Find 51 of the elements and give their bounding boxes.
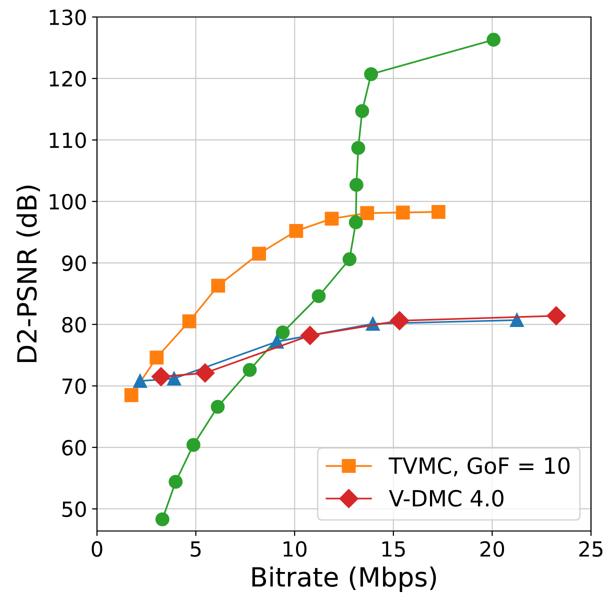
point <box>151 367 171 386</box>
y-tick-label: 120 <box>50 70 86 87</box>
y-tick-label: 90 <box>62 255 86 272</box>
x-tick-label: 0 <box>92 541 102 557</box>
point <box>133 374 148 388</box>
x-tick-label: 20 <box>480 541 504 557</box>
point <box>510 313 524 328</box>
point <box>196 363 215 383</box>
point <box>155 512 170 526</box>
x-tick-label: 25 <box>579 541 602 557</box>
point <box>276 325 290 340</box>
point <box>360 206 374 220</box>
x-tick-label: 15 <box>382 541 405 557</box>
y-tick-label: 110 <box>50 132 86 148</box>
point <box>150 350 164 365</box>
point <box>168 474 183 489</box>
point <box>312 289 326 304</box>
point <box>210 400 225 414</box>
x-axis-title: Bitrate (Mbps) <box>252 566 436 592</box>
point <box>182 314 196 328</box>
point <box>396 206 410 220</box>
point <box>289 224 304 238</box>
point <box>300 326 320 346</box>
point <box>350 178 364 192</box>
y-tick-label: 130 <box>50 9 86 26</box>
y-axis-title: D2-PSNR (dB) <box>16 186 40 362</box>
y-tick-label: 70 <box>62 378 86 394</box>
y-tick-label: 60 <box>62 440 86 456</box>
point <box>167 372 182 386</box>
point <box>252 246 266 261</box>
point <box>211 278 226 293</box>
legend-label: TVMC, GoF = 10 <box>388 457 570 476</box>
point <box>186 438 200 452</box>
point <box>124 388 138 402</box>
x-tick-label: 10 <box>284 541 306 557</box>
y-tick-label: 100 <box>50 194 86 210</box>
point <box>390 311 410 330</box>
point <box>348 215 363 230</box>
point <box>324 212 339 226</box>
point <box>364 67 378 82</box>
point <box>432 204 446 219</box>
point <box>546 306 566 326</box>
point <box>351 141 366 155</box>
point <box>342 252 356 266</box>
legend-label: V-DMC 4.0 <box>388 490 504 507</box>
point <box>355 104 370 118</box>
y-tick-label: 80 <box>62 316 86 333</box>
y-tick-label: 50 <box>62 501 86 518</box>
x-tick-label: 5 <box>190 541 201 557</box>
point <box>486 32 501 47</box>
point <box>242 362 257 377</box>
